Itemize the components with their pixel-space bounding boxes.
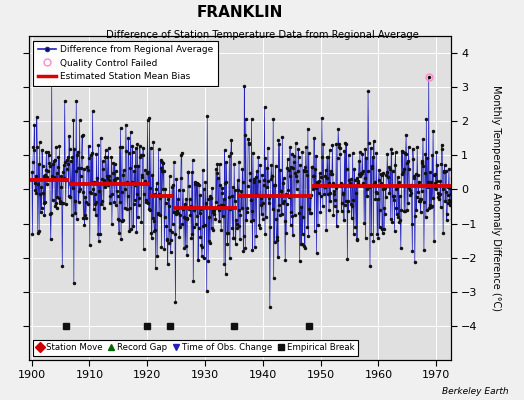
Legend: Station Move, Record Gap, Time of Obs. Change, Empirical Break: Station Move, Record Gap, Time of Obs. C…	[33, 340, 358, 356]
Y-axis label: Monthly Temperature Anomaly Difference (°C): Monthly Temperature Anomaly Difference (…	[492, 85, 501, 311]
Title: FRANKLIN: FRANKLIN	[196, 4, 283, 20]
Text: Berkeley Earth: Berkeley Earth	[442, 387, 508, 396]
Text: Difference of Station Temperature Data from Regional Average: Difference of Station Temperature Data f…	[105, 30, 419, 40]
